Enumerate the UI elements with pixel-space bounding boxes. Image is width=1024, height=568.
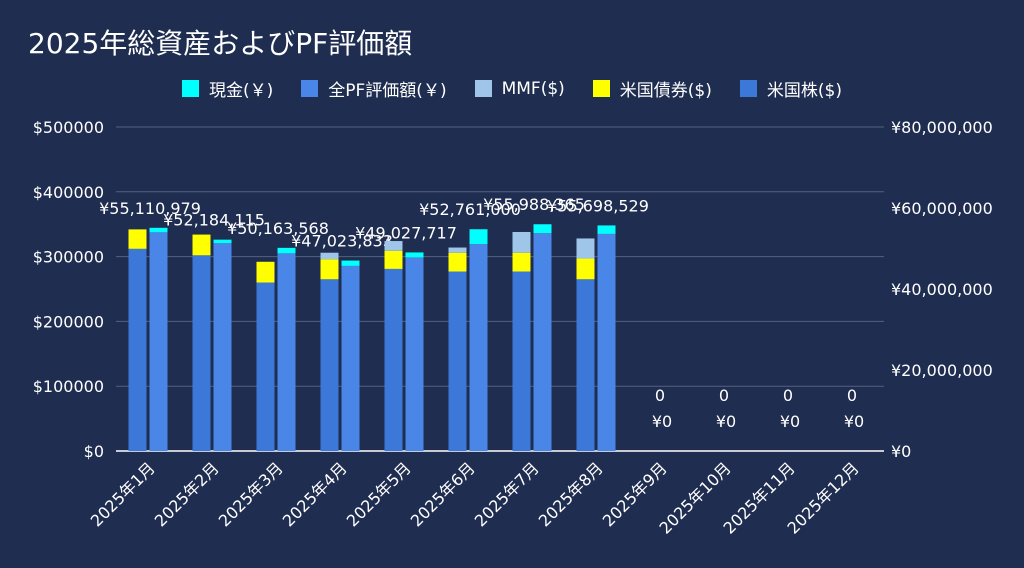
bar-usd-us-bonds [320,259,339,280]
bar-usd-us-stocks [384,268,403,451]
legend-swatch-us-bonds [592,80,610,97]
left-axis-tick-label: $500000 [33,118,104,137]
usd-total-label: 0 [847,386,857,405]
legend-label-us-stocks: 米国株($) [766,81,842,101]
legend-item-mmf[interactable]: MMF($) [474,78,565,99]
x-axis-tick-label: 2025年6月 [407,458,479,530]
left-axis-tick-label: $100000 [33,377,104,396]
legend-item-us-bonds[interactable]: 米国債券($) [592,76,712,101]
bar-jpy-pf-total [213,243,232,451]
bar-usd-us-bonds [384,250,403,269]
legend-swatch-us-stocks [739,80,757,97]
jpy-total-label: ¥0 [716,412,736,431]
left-axis-tick-label: $400000 [33,183,104,202]
jpy-total-label: ¥0 [780,412,800,431]
jpy-total-label: ¥52,184,115 [163,211,265,230]
bar-usd-us-bonds [512,252,531,272]
legend-swatch-mmf [474,80,492,97]
x-axis-tick-label: 2025年1月 [87,458,159,530]
bar-usd-us-bonds [576,258,595,280]
bar-usd-us-stocks [256,282,275,451]
right-axis-tick-label: ¥0 [891,442,911,461]
bar-usd-mmf [384,241,403,251]
x-axis-tick-label: 2025年8月 [535,458,607,530]
bar-jpy-pf-total [341,265,360,451]
legend: 現金(￥) 全PF評価額(￥) MMF($) 米国債券($) 米国株($) [0,76,1024,101]
bar-usd-us-bonds [448,252,467,272]
bar-usd-mmf [512,231,531,253]
bar-usd-us-stocks [128,248,147,451]
bar-jpy-cash [597,225,616,234]
x-axis-tick-label: 2025年2月 [151,458,223,530]
bar-usd-us-bonds [192,234,211,256]
jpy-total-label: ¥55,110,979 [99,199,201,218]
legend-swatch-pf-total [301,80,319,97]
jpy-total-label: ¥49,027,717 [355,223,457,242]
left-axis-tick-label: $200000 [33,312,104,331]
right-axis-tick-label: ¥60,000,000 [891,199,993,218]
usd-total-label: 0 [655,386,665,405]
usd-total-label: 0 [783,386,793,405]
bar-jpy-pf-total [597,233,616,451]
bar-jpy-cash [213,239,232,244]
x-axis-tick-label: 2025年3月 [215,458,287,530]
left-axis-tick-label: $0 [84,442,104,461]
legend-item-us-stocks[interactable]: 米国株($) [739,76,842,101]
bar-jpy-cash [405,252,424,258]
bar-jpy-cash [469,229,488,245]
bar-usd-us-stocks [448,271,467,451]
jpy-total-label: ¥0 [652,412,672,431]
bar-jpy-pf-total [469,244,488,451]
bar-usd-mmf [320,252,339,260]
legend-item-cash[interactable]: 現金(￥) [182,76,273,101]
legend-label-cash: 現金(￥) [209,81,274,101]
bar-usd-mmf [448,247,467,253]
usd-total-label: 0 [719,386,729,405]
legend-item-pf-total[interactable]: 全PF評価額(￥) [301,76,447,101]
left-axis-tick-label: $300000 [33,248,104,267]
bar-jpy-cash [277,247,296,254]
jpy-total-label: ¥0 [844,412,864,431]
bar-jpy-pf-total [277,253,296,451]
jpy-total-label: ¥52,761,000 [419,200,521,219]
x-axis-tick-label: 2025年7月 [471,458,543,530]
chart-title: 2025年総資産およびPF評価額 [28,27,413,60]
bar-jpy-pf-total [533,233,552,451]
right-axis-tick-label: ¥80,000,000 [891,118,993,137]
jpy-total-label: ¥55,698,529 [547,196,649,215]
jpy-total-label: ¥50,163,568 [227,219,329,238]
legend-label-us-bonds: 米国債券($) [619,81,712,101]
bar-usd-mmf [576,238,595,259]
legend-label-pf-total: 全PF評価額(￥) [328,81,447,101]
right-axis-tick-label: ¥20,000,000 [891,361,993,380]
bar-jpy-pf-total [149,232,168,451]
bar-usd-us-stocks [512,271,531,451]
bar-jpy-cash [341,260,360,266]
bar-usd-us-stocks [192,255,211,451]
bar-usd-us-bonds [256,261,275,283]
bar-usd-us-bonds [128,229,147,249]
x-axis-tick-label: 2025年4月 [279,458,351,530]
jpy-total-label: ¥55,988,365 [483,195,585,214]
bar-jpy-cash [533,224,552,234]
right-axis-tick-label: ¥40,000,000 [891,280,993,299]
bar-usd-us-stocks [576,279,595,451]
bar-jpy-cash [149,227,168,233]
x-axis-tick-label: 2025年5月 [343,458,415,530]
bar-jpy-pf-total [405,257,424,451]
legend-label-mmf: MMF($) [501,78,565,99]
bar-usd-us-stocks [320,279,339,451]
jpy-total-label: ¥47,023,833 [291,232,393,251]
legend-swatch-cash [182,80,200,97]
